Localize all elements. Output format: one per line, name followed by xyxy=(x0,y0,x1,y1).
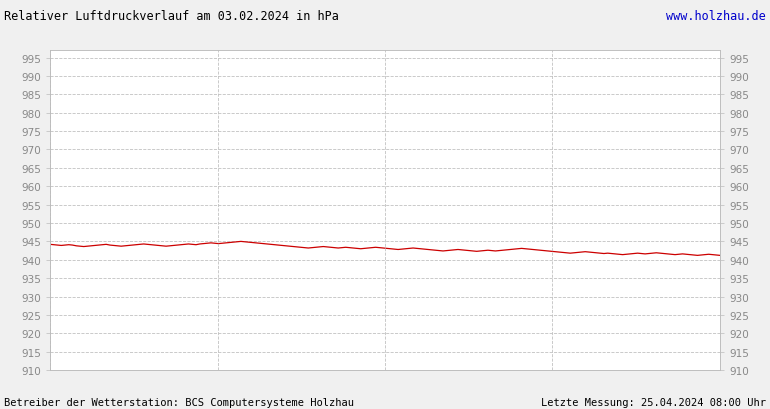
Text: Relativer Luftdruckverlauf am 03.02.2024 in hPa: Relativer Luftdruckverlauf am 03.02.2024… xyxy=(4,10,339,23)
Text: www.holzhau.de: www.holzhau.de xyxy=(666,10,766,23)
Text: Betreiber der Wetterstation: BCS Computersysteme Holzhau: Betreiber der Wetterstation: BCS Compute… xyxy=(4,397,354,407)
Text: Letzte Messung: 25.04.2024 08:00 Uhr: Letzte Messung: 25.04.2024 08:00 Uhr xyxy=(541,397,766,407)
